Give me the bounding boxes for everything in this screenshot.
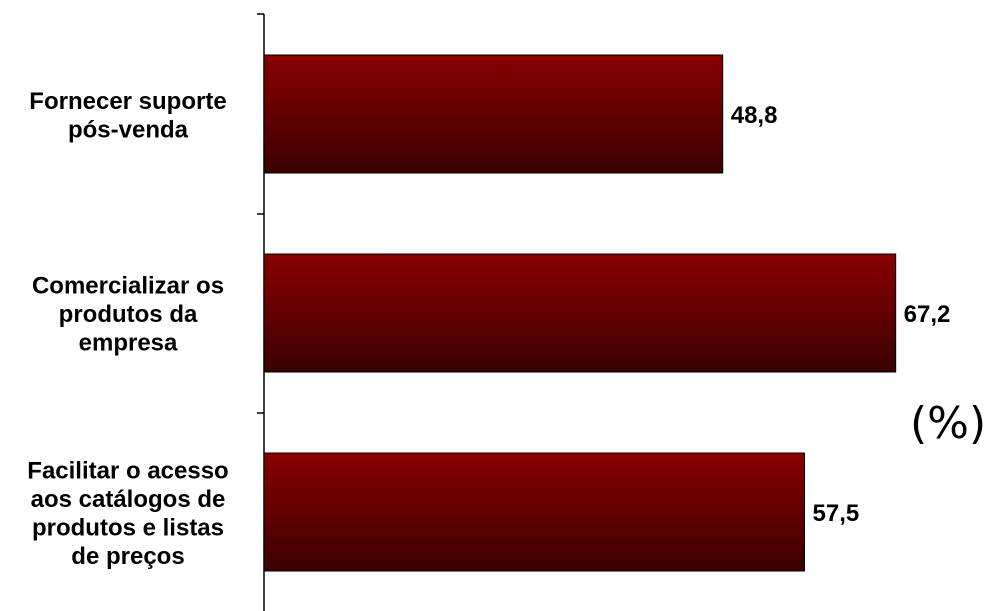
value-label: 57,5 [813, 500, 860, 527]
category-label-line: pós-venda [68, 116, 189, 143]
bar [263, 253, 897, 373]
category-label-line: Comercializar os [32, 273, 224, 300]
unit-label: (%) [910, 398, 986, 449]
axis-layer [257, 13, 265, 611]
category-label-line: aos catálogos de [31, 486, 226, 513]
category-label-line: empresa [79, 330, 178, 357]
value-label: 48,8 [731, 102, 778, 129]
category-label-line: de preços [71, 543, 184, 570]
bars-layer [263, 54, 897, 572]
value-label: 67,2 [904, 301, 951, 328]
category-label-line: produtos da [59, 301, 198, 328]
category-label: Comercializar os produtos da empresa [32, 273, 224, 357]
category-label-line: Fornecer suporte [29, 88, 226, 115]
category-label: Fornecer suporte pós-venda [29, 88, 226, 144]
category-label: Facilitar o acesso aos catálogos de produt… [27, 457, 228, 570]
category-label-line: produtos e listas [32, 514, 224, 541]
labels-layer: 48,8 Fornecer suporte pós-venda 67,2 Comerci… [27, 88, 950, 570]
category-label-line: Facilitar o acesso [27, 457, 228, 484]
bar [263, 54, 724, 174]
bar [263, 452, 805, 572]
